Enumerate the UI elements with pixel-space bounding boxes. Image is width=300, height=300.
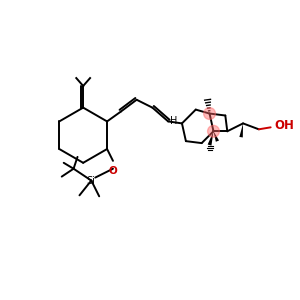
Polygon shape xyxy=(208,131,214,146)
Text: H: H xyxy=(170,116,178,126)
Polygon shape xyxy=(214,131,219,142)
Text: OH: OH xyxy=(274,119,295,132)
Text: Si: Si xyxy=(87,176,96,185)
Circle shape xyxy=(204,108,215,119)
Circle shape xyxy=(208,125,219,137)
Text: O: O xyxy=(109,166,117,176)
Polygon shape xyxy=(239,123,243,137)
